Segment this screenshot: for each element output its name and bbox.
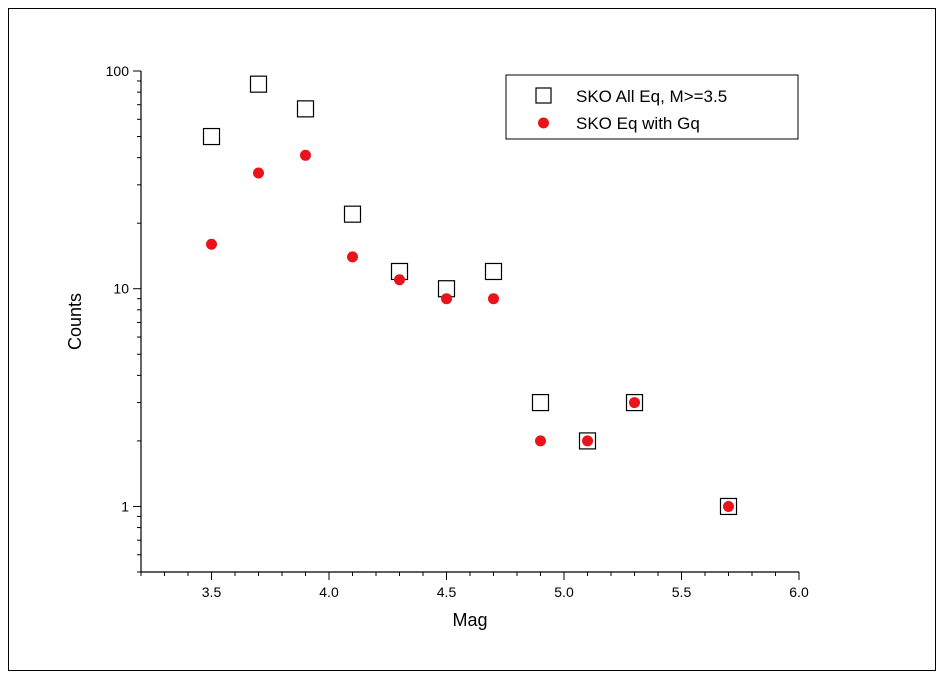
y-tick-label: 100 (106, 63, 130, 79)
data-point-circle (394, 274, 405, 286)
y-tick-label: 1 (121, 498, 129, 514)
data-point-circle (347, 251, 358, 263)
data-point-circle (629, 397, 640, 409)
data-point-square (625, 393, 644, 412)
data-point-square (719, 497, 738, 516)
data-point-square (202, 127, 221, 146)
x-tick-label: 4.5 (437, 584, 457, 600)
data-point-circle (535, 435, 546, 447)
data-point-square (484, 262, 503, 281)
series-all-eq (202, 75, 738, 516)
x-tick-label: 5.0 (554, 584, 574, 600)
legend-marker-square (535, 87, 552, 104)
legend-box (505, 74, 799, 140)
x-tick-label: 3.5 (202, 584, 222, 600)
data-point-circle (582, 435, 593, 447)
data-point-circle (723, 500, 734, 512)
y-axis-title: Counts (65, 293, 85, 350)
data-point-square (578, 432, 597, 450)
data-point-square (296, 100, 315, 118)
data-point-square (343, 205, 362, 223)
series-layer (202, 75, 738, 516)
data-point-circle (441, 293, 452, 305)
data-point-square (531, 393, 550, 412)
scatter-chart: 3.5 4.0 4.5 5.0 5.5 6.0 1 10 100 Mag Counts SKO… (65, 63, 809, 630)
y-tick-label: 10 (113, 281, 129, 297)
data-point-circle (253, 167, 264, 179)
x-tick-label: 4.0 (319, 584, 339, 600)
legend-label-eq-with-gq: SKO Eq with Gq (576, 114, 700, 133)
legend: SKO All Eq, M>=3.5 SKO Eq with Gq (505, 74, 799, 140)
x-tick-label: 6.0 (789, 584, 809, 600)
legend-label-all-eq: SKO All Eq, M>=3.5 (576, 87, 727, 106)
data-point-circle (488, 293, 499, 305)
y-axis-ticks: 1 10 100 (106, 63, 141, 573)
data-point-circle (206, 238, 217, 250)
data-point-circle (300, 149, 311, 161)
x-tick-label: 5.5 (672, 584, 692, 600)
axes (140, 71, 799, 573)
chart-frame: 3.5 4.0 4.5 5.0 5.5 6.0 1 10 100 Mag Counts SKO… (8, 8, 936, 671)
x-axis-title: Mag (452, 610, 487, 630)
series-eq-with-gq (206, 149, 734, 512)
legend-marker-circle (538, 117, 549, 129)
x-axis-ticks: 3.5 4.0 4.5 5.0 5.5 6.0 (140, 572, 809, 600)
data-point-square (249, 75, 268, 93)
